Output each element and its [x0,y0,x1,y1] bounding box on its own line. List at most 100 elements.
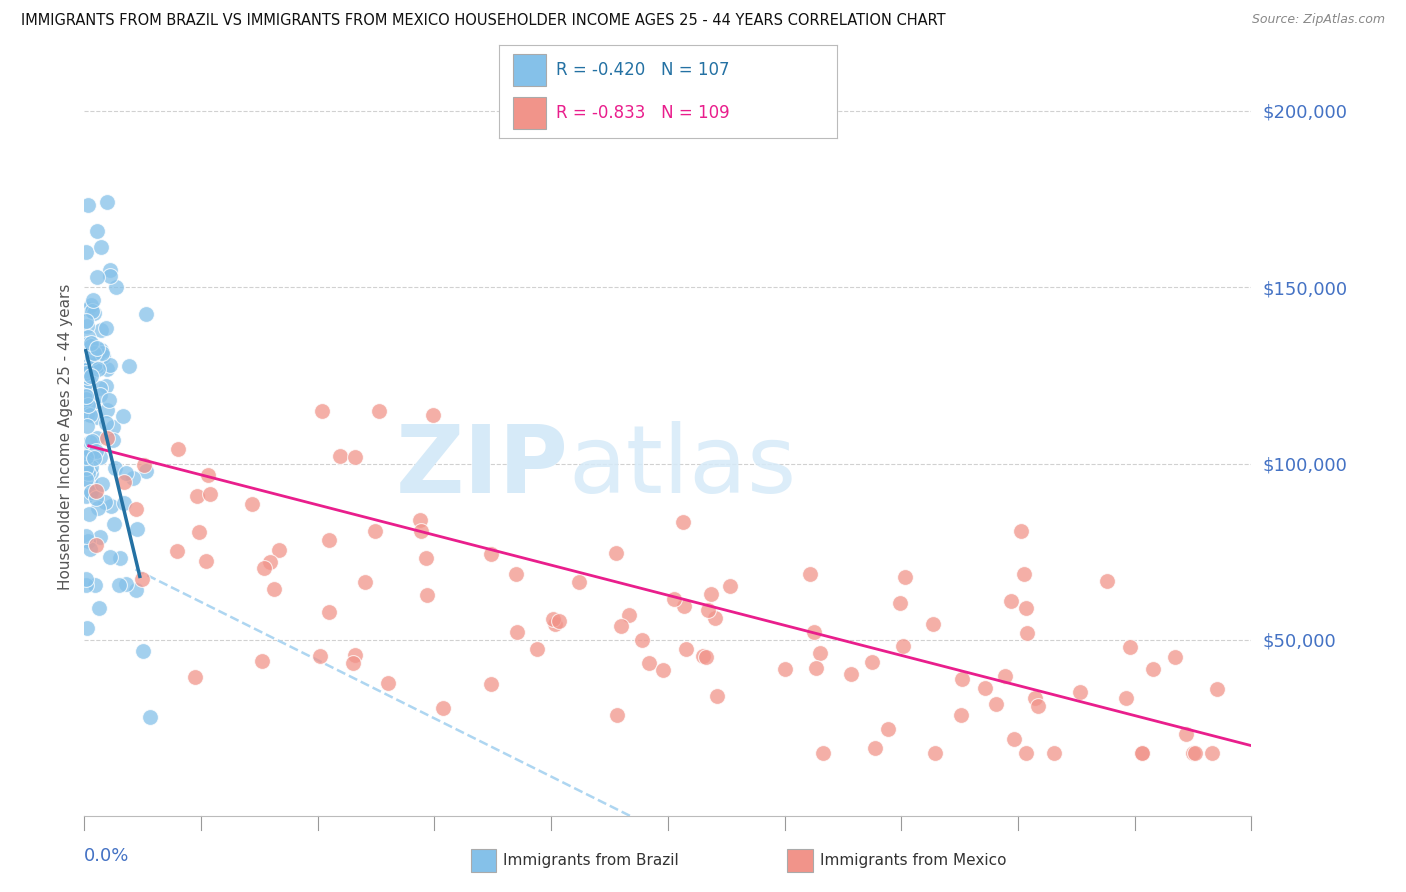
Point [76,419,98,434]
Point [76,407,98,421]
Point [93,495,115,509]
Point [1024,691,1046,706]
Point [118,359,141,374]
Point [368,403,391,417]
Point [91,346,114,360]
Point [75,389,97,403]
Point [96,402,118,417]
Point [112,475,135,489]
Point [80,350,103,364]
Point [89,387,111,401]
Point [75,367,97,381]
Point [479,547,502,561]
Point [415,551,437,566]
Point [76,621,98,635]
Point [409,513,432,527]
Point [950,673,973,687]
Point [432,701,454,715]
Point [773,662,796,676]
Point [263,582,285,596]
Point [75,392,97,407]
Point [672,515,695,529]
Point [1181,746,1204,760]
Point [100,358,122,372]
Point [1015,601,1038,615]
Point [93,349,115,363]
Point [75,245,97,260]
Point [1000,594,1022,608]
Point [877,722,900,736]
Point [80,445,103,459]
Point [994,669,1017,683]
Point [96,417,118,431]
Point [77,330,100,344]
Point [692,648,714,663]
Point [195,554,218,568]
Point [1163,650,1185,665]
Point [198,487,221,501]
Point [1201,746,1223,760]
Point [89,530,111,544]
Point [184,670,207,684]
Point [82,395,104,409]
Point [84,444,107,458]
Point [1017,626,1039,640]
Point [131,572,153,586]
Point [950,707,973,722]
Text: R = -0.420   N = 107: R = -0.420 N = 107 [557,61,730,78]
Point [344,450,367,464]
Point [86,341,108,355]
Point [505,567,527,582]
Point [83,578,105,592]
Point [799,566,821,581]
Point [80,339,103,353]
Point [82,434,104,448]
Point [863,740,886,755]
Point [973,681,995,695]
Point [75,314,97,328]
Point [79,541,101,556]
Point [139,710,162,724]
Point [344,648,367,662]
Point [76,359,98,373]
Point [80,459,103,474]
Point [1130,746,1153,760]
Point [76,534,98,549]
Point [125,522,148,536]
Point [76,369,98,384]
Text: atlas: atlas [568,421,797,514]
Point [1026,699,1049,714]
Point [253,560,276,574]
Point [652,664,675,678]
Point [77,198,100,212]
Point [96,362,118,376]
Point [103,517,125,532]
Point [675,641,697,656]
Point [1002,732,1025,747]
Point [891,639,914,653]
Point [104,280,127,294]
Point [90,323,112,337]
Point [98,392,121,407]
Point [104,460,127,475]
Point [79,486,101,500]
Point [311,403,333,417]
Point [77,466,100,480]
Point [111,409,134,424]
FancyBboxPatch shape [513,97,547,129]
Point [80,336,103,351]
Point [75,460,97,475]
Point [86,410,108,425]
Point [75,450,97,464]
Point [75,577,97,591]
Point [617,608,640,623]
Point [252,654,274,668]
Point [924,746,946,760]
Point [267,542,290,557]
Point [108,578,131,592]
Point [134,458,156,473]
Point [377,676,399,690]
Point [1115,691,1137,706]
Point [134,307,156,321]
Point [100,499,122,513]
